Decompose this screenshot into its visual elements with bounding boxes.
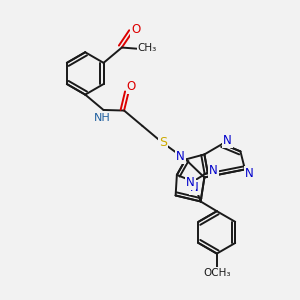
Text: S: S (159, 136, 167, 149)
Text: N: N (186, 176, 195, 189)
Text: O: O (127, 80, 136, 93)
Text: O: O (131, 23, 140, 36)
Text: CH₃: CH₃ (138, 43, 157, 52)
Text: NH: NH (94, 113, 110, 123)
Text: OCH₃: OCH₃ (203, 268, 231, 278)
Text: N: N (245, 167, 254, 180)
Text: N: N (223, 134, 232, 147)
Text: N: N (209, 164, 218, 178)
Text: N: N (190, 182, 199, 194)
Text: N: N (176, 150, 185, 163)
